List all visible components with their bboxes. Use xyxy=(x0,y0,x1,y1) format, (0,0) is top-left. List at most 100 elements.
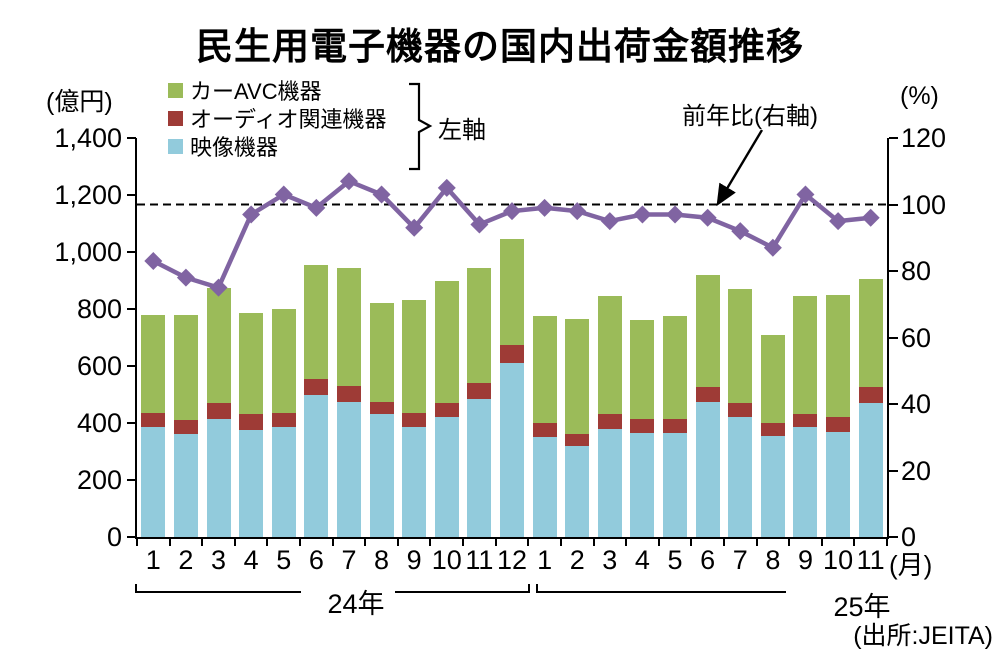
x-axis-tick xyxy=(722,539,725,546)
x-axis-tick xyxy=(625,539,628,546)
bar-segment xyxy=(369,414,394,537)
plot-area xyxy=(137,138,887,537)
y-axis-right-line xyxy=(887,138,889,539)
bar-segment xyxy=(793,414,818,428)
y-axis-left-line xyxy=(135,138,137,539)
bar-segment xyxy=(630,320,655,419)
x-axis-month-label: 8 xyxy=(374,545,390,575)
bar-segment xyxy=(206,418,231,537)
line-marker-diamond-icon xyxy=(568,202,587,221)
x-axis-tick xyxy=(396,539,399,546)
bar-segment xyxy=(597,296,622,415)
bar-segment xyxy=(141,314,166,414)
right-axis-tick xyxy=(889,203,898,206)
x-axis-month-label: 11 xyxy=(465,545,494,575)
bar-segment xyxy=(467,383,492,399)
bar-segment xyxy=(695,401,720,537)
right-axis-tick-label: 40 xyxy=(901,389,932,419)
x-axis-tick xyxy=(299,539,302,546)
bar-segment xyxy=(630,418,655,433)
x-axis-month-label: 2 xyxy=(569,545,585,575)
line-marker-diamond-icon xyxy=(829,212,848,231)
left-axis-tick-label: 1,000 xyxy=(54,237,122,267)
bar-segment xyxy=(760,423,785,436)
left-axis-tick xyxy=(127,479,136,481)
left-axis-tick xyxy=(127,308,136,310)
legend-swatch-icon xyxy=(168,138,183,154)
chart-title: 民生用電子機器の国内出荷金額推移 xyxy=(196,26,804,67)
bar-segment xyxy=(402,427,427,537)
x-axis-tick xyxy=(788,539,791,546)
bar-segment xyxy=(858,403,883,537)
line-marker-diamond-icon xyxy=(307,198,326,217)
bar-segment xyxy=(597,414,622,429)
bar-segment xyxy=(239,313,264,415)
bar-segment xyxy=(760,334,785,423)
year-bracket-line xyxy=(528,584,530,593)
left-axis-tick-label: 600 xyxy=(76,351,122,381)
x-axis-tick xyxy=(201,539,204,546)
left-axis-tick-label: 0 xyxy=(106,522,122,552)
line-marker-diamond-icon xyxy=(503,202,521,221)
bar-segment xyxy=(304,394,329,537)
x-axis-tick xyxy=(820,539,823,546)
bar-segment xyxy=(304,378,329,395)
left-axis-tick-label: 1,400 xyxy=(54,123,122,153)
x-axis-tick xyxy=(886,539,888,546)
line-marker-diamond-icon xyxy=(176,268,195,287)
year-bracket-line xyxy=(395,591,530,593)
left-axis-tick xyxy=(127,536,136,538)
legend-item: カーAVC機器 xyxy=(168,76,386,104)
bar-segment xyxy=(858,387,883,404)
legend-item-label: カーAVC機器 xyxy=(190,79,322,104)
bar-segment xyxy=(826,431,851,537)
bar-segment xyxy=(858,279,883,388)
legend-item-label: 映像機器 xyxy=(190,135,279,160)
bar-segment xyxy=(467,267,492,384)
x-axis-month-label: 9 xyxy=(797,545,813,575)
bar-segment xyxy=(532,316,557,423)
bar-segment xyxy=(369,401,394,415)
right-axis-tick xyxy=(889,403,898,405)
x-axis-month-label: 9 xyxy=(406,545,422,575)
year-label-25: 25年 xyxy=(833,592,891,622)
bar-segment xyxy=(304,264,329,379)
bar-segment xyxy=(467,398,492,537)
source-note: (出所:JEITA) xyxy=(853,622,993,650)
bar-segment xyxy=(206,287,231,404)
left-axis-tick-label: 400 xyxy=(76,408,122,438)
x-axis-month-label: 10 xyxy=(431,545,462,575)
line-marker-diamond-icon xyxy=(242,205,261,224)
bar-segment xyxy=(336,267,361,386)
legend: カーAVC機器 オーディオ関連機器 映像機器 xyxy=(168,76,386,160)
x-axis-month-label: 8 xyxy=(765,545,781,575)
legend-swatch-icon xyxy=(168,82,183,98)
line-marker-diamond-icon xyxy=(796,185,815,204)
line-marker-diamond-icon xyxy=(666,205,685,224)
legend-swatch-icon xyxy=(168,110,183,126)
bar-segment xyxy=(271,413,296,428)
bar-segment xyxy=(793,296,818,415)
bar-segment xyxy=(336,385,361,402)
line-marker-diamond-icon xyxy=(698,208,717,227)
left-axis-tick xyxy=(127,365,136,367)
bar-segment xyxy=(728,403,753,418)
bar-segment xyxy=(532,437,557,537)
x-axis-month-label: 5 xyxy=(667,545,683,575)
x-axis-line xyxy=(135,537,889,539)
bar-segment xyxy=(663,418,688,433)
legend-item: 映像機器 xyxy=(168,132,386,160)
x-axis-tick xyxy=(429,539,432,546)
x-axis-tick xyxy=(364,539,367,546)
x-axis-tick xyxy=(494,539,497,546)
bar-segment xyxy=(434,403,459,418)
right-axis-tick xyxy=(889,536,898,538)
x-axis-tick xyxy=(233,539,236,546)
legend-axis-note: 左軸 xyxy=(438,117,486,144)
x-axis-month-label: 12 xyxy=(496,545,528,575)
x-axis-tick xyxy=(657,539,660,546)
left-axis-tick-label: 1,200 xyxy=(54,180,122,210)
x-axis-month-label: 7 xyxy=(341,545,357,575)
x-axis-tick xyxy=(559,539,562,546)
